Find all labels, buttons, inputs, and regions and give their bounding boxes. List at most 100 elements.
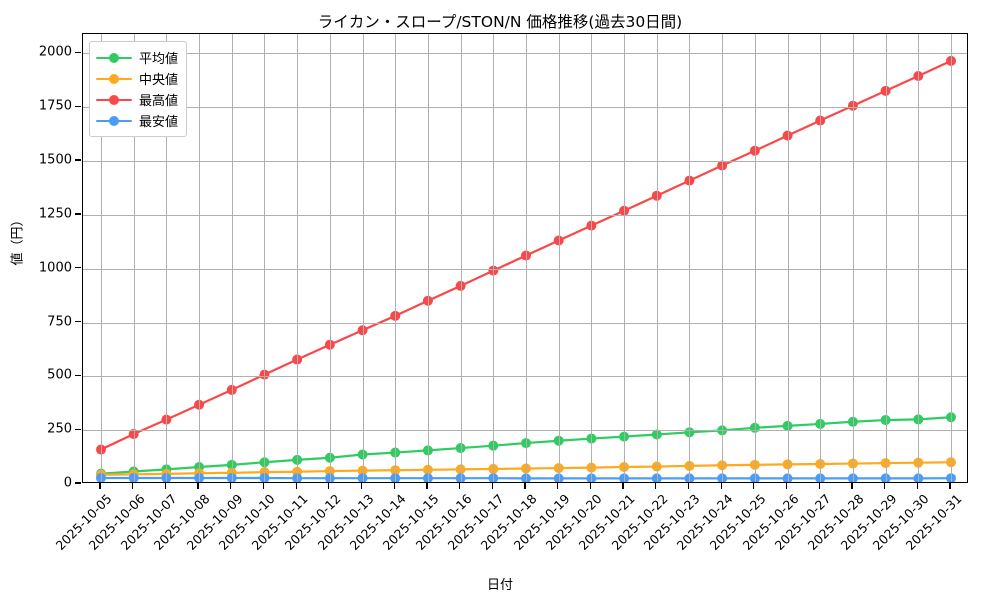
x-axis-tick-mark (262, 483, 265, 489)
legend-marker-icon (96, 72, 132, 86)
grid-line-horizontal (83, 107, 967, 109)
x-axis-tick-mark (99, 483, 101, 489)
y-axis-tick-mark (75, 267, 81, 269)
x-axis-tick-labels: 2025-10-05 2025-10-06 2025-10-07 2025-10-08… (53, 491, 968, 571)
legend-item-label: 中央値 (139, 73, 179, 88)
y-axis-tick-mark (75, 320, 81, 323)
legend-item[interactable]: 最安値 (96, 110, 178, 131)
grid-line-vertical (656, 34, 658, 482)
x-axis-tick-mark (360, 483, 363, 489)
x-axis-tick-mark (491, 483, 493, 489)
y-axis-tick-mark (75, 51, 81, 54)
grid-line-vertical (951, 34, 952, 482)
x-axis-tick-mark (851, 483, 853, 489)
y-axis-tick-mark (75, 428, 81, 430)
grid-line-vertical (199, 34, 201, 482)
grid-line-vertical (493, 34, 495, 482)
x-axis-tick-mark (753, 483, 755, 489)
x-axis-tick-mark (622, 483, 624, 489)
grid-line-vertical (820, 34, 822, 482)
x-axis-tick-mark (687, 483, 690, 489)
x-axis-label: 日付 (486, 578, 513, 593)
grid-line-horizontal (83, 430, 967, 432)
legend-item[interactable]: 平均値 (96, 47, 178, 68)
grid-line-vertical (166, 34, 168, 482)
x-axis-tick-mark (458, 483, 461, 489)
x-axis-tick-mark (132, 483, 134, 489)
legend-marker-icon (96, 51, 132, 65)
legend-item[interactable]: 中央値 (96, 68, 178, 89)
grid-line-vertical (689, 34, 691, 482)
x-axis-tick-mark (524, 483, 526, 489)
grid-line-horizontal (83, 376, 967, 378)
grid-line-horizontal (83, 53, 967, 55)
x-axis-tick-marks (82, 483, 968, 491)
grid-line-vertical (526, 34, 527, 482)
grid-line-horizontal (83, 268, 967, 270)
x-axis-tick-mark (197, 483, 199, 489)
grid-line-vertical (460, 34, 462, 482)
y-axis-tick-label: 1750 (38, 98, 72, 114)
grid-line-vertical (722, 34, 724, 482)
x-axis-tick-mark (426, 483, 428, 489)
y-axis-tick-labels: 0 250 500 750 1000 1250 1500 1750 2000 (0, 33, 72, 491)
grid-line-vertical (852, 34, 854, 482)
y-axis-tick-mark (75, 213, 81, 215)
x-axis-tick-mark (230, 483, 232, 489)
x-axis-tick-mark (295, 483, 297, 489)
x-axis-tick-mark (785, 483, 788, 489)
x-axis-tick-mark (949, 483, 951, 489)
legend-item[interactable]: 最高値 (96, 89, 178, 110)
x-axis-tick-mark (589, 483, 592, 489)
y-axis-tick-label: 1500 (38, 152, 72, 168)
y-axis-tick-label: 500 (47, 367, 72, 383)
x-axis-tick-mark (720, 483, 722, 489)
y-axis-tick-mark (75, 374, 81, 376)
grid-line-vertical (362, 34, 364, 482)
x-axis-tick-mark (818, 483, 820, 489)
x-axis-tick-mark (557, 483, 559, 489)
chart-legend: 平均値中央値最高値最安値 (89, 41, 188, 137)
grid-line-vertical (591, 34, 593, 482)
grid-line-vertical (885, 34, 887, 482)
y-axis-tick-mark (75, 105, 81, 107)
y-axis-tick-label: 1000 (38, 260, 72, 276)
grid-line-vertical (754, 34, 756, 482)
legend-dot-icon (109, 73, 119, 84)
grid-line-horizontal (83, 161, 967, 163)
legend-marker-icon (96, 93, 132, 107)
x-axis-tick-mark (328, 483, 330, 489)
legend-dot-icon (109, 52, 119, 63)
x-axis-tick-mark (393, 483, 395, 489)
grid-line-horizontal (83, 322, 967, 324)
legend-dot-icon (109, 94, 119, 105)
grid-line-vertical (558, 34, 560, 482)
grid-line-vertical (101, 34, 102, 482)
y-axis-tick-label: 2000 (38, 44, 72, 60)
grid-line-vertical (297, 34, 299, 482)
plot-area (82, 33, 968, 483)
grid-line-vertical (264, 34, 266, 482)
y-axis-tick-label: 0 (63, 475, 72, 491)
grid-line-vertical (427, 34, 429, 482)
legend-dot-icon (109, 115, 119, 126)
grid-line-vertical (787, 34, 789, 482)
x-axis-tick-mark (164, 483, 167, 489)
legend-item-label: 最高値 (139, 94, 179, 109)
y-axis-tick-label: 750 (47, 314, 72, 330)
y-axis-tick-mark (75, 159, 81, 161)
grid-line-vertical (395, 34, 397, 482)
y-axis-tick-label: 250 (47, 421, 72, 437)
legend-item-label: 最安値 (139, 115, 179, 130)
x-axis-tick-mark (655, 483, 657, 489)
grid-line-vertical (133, 34, 135, 482)
grid-line-horizontal (83, 214, 967, 216)
y-axis-tick-mark (75, 482, 81, 484)
legend-item-label: 平均値 (139, 52, 179, 67)
y-axis-tick-marks (0, 33, 82, 484)
x-axis-tick-mark (883, 483, 886, 489)
grid-line-vertical (624, 34, 626, 482)
grid-line-vertical (918, 34, 920, 482)
chart-title: ライカン・スロープ/STON/N 価格推移(過去30日間) (317, 13, 683, 31)
